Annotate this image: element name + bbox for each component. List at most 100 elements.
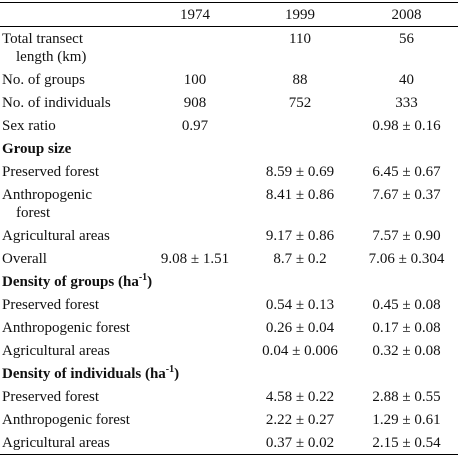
empty-cell <box>145 431 245 455</box>
cell: 88 <box>292 71 308 88</box>
cell: 0.37 ± 0.02 <box>265 434 335 451</box>
section-title-text: Density of groups (ha <box>2 273 139 290</box>
section-title-text: Density of individuals (ha <box>2 365 166 382</box>
cell: 4.58 ± 0.22 <box>265 388 335 405</box>
cell: 7.06 ± 0.304 <box>368 250 445 267</box>
table-row: No. of groups 100 88 40 <box>0 68 458 91</box>
row-label: No. of groups <box>0 68 145 91</box>
row-label-line: Agricultural areas <box>2 227 110 244</box>
cell: 8.7 ± 0.2 <box>273 250 327 267</box>
empty-cell <box>145 293 245 316</box>
row-label-line: Anthropogenic forest <box>2 411 130 428</box>
table-row: Total transect length (km) 110 56 <box>0 27 458 69</box>
row-label-line: Anthropogenic <box>2 186 92 203</box>
cell: 0.98 ± 0.16 <box>372 117 441 134</box>
row-label: Preserved forest <box>0 293 145 316</box>
cell: 8.41 ± 0.86 <box>265 186 335 203</box>
table-row: Agricultural areas 9.17 ± 0.86 7.57 ± 0.90 <box>0 224 458 247</box>
section-title-end: ) <box>174 365 180 382</box>
cell: 908 <box>183 94 207 111</box>
row-label: Agricultural areas <box>0 431 145 455</box>
row-label: Preserved forest <box>0 160 145 183</box>
cell: 333 <box>395 94 418 111</box>
cell: 2.88 ± 0.55 <box>372 388 441 405</box>
cell: 7.57 ± 0.90 <box>372 227 441 244</box>
empty-cell <box>145 339 245 362</box>
row-label-line: No. of groups <box>2 71 85 88</box>
cell: 0.04 ± 0.006 <box>262 342 338 359</box>
row-label: Agricultural areas <box>0 224 145 247</box>
cell: 0.26 ± 0.04 <box>265 319 335 336</box>
row-label: Anthropogenic forest <box>0 408 145 431</box>
cell: 8.59 ± 0.69 <box>265 163 335 180</box>
row-label: No. of individuals <box>0 91 145 114</box>
row-label-line: Preserved forest <box>2 163 100 180</box>
table-row: Agricultural areas 0.37 ± 0.02 2.15 ± 0.54 <box>0 431 458 455</box>
section-title: Density of groups (ha-1) <box>0 270 458 293</box>
cell: 7.67 ± 0.37 <box>372 186 441 203</box>
data-table: 1974 1999 2008 Total transect length (km) 11… <box>0 2 458 455</box>
section-title-sup: -1 <box>138 271 148 283</box>
row-label-line: Agricultural areas <box>2 342 110 359</box>
section-row: Density of groups (ha-1) <box>0 270 458 293</box>
cell: 2.22 ± 0.27 <box>265 411 335 428</box>
row-label-line: Total transect <box>2 30 83 47</box>
cell: 1.29 ± 0.61 <box>372 411 441 428</box>
empty-cell <box>145 385 245 408</box>
row-label-line: Overall <box>2 250 47 267</box>
table-row: Anthropogenic forest 0.26 ± 0.04 0.17 ± 0.… <box>0 316 458 339</box>
table-row: Agricultural areas 0.04 ± 0.006 0.32 ± 0.0… <box>0 339 458 362</box>
row-label: Agricultural areas <box>0 339 145 362</box>
row-label: Overall <box>0 247 145 270</box>
row-label: Total transect length (km) <box>0 27 145 69</box>
cell: 0.17 ± 0.08 <box>372 319 441 336</box>
cell: 0.45 ± 0.08 <box>372 296 441 313</box>
cell: 0.32 ± 0.08 <box>372 342 441 359</box>
column-header: 1974 <box>145 2 245 27</box>
table-row: Sex ratio 0.97 0.98 ± 0.16 <box>0 114 458 137</box>
row-label-line: Anthropogenic forest <box>2 319 130 336</box>
table-row: Preserved forest 8.59 ± 0.69 6.45 ± 0.67 <box>0 160 458 183</box>
row-label: Sex ratio <box>0 114 145 137</box>
row-label: Preserved forest <box>0 385 145 408</box>
column-header: 1999 <box>245 2 355 27</box>
row-label-line: forest <box>16 204 51 221</box>
cell: 9.08 ± 1.51 <box>160 250 230 267</box>
section-title-text: Group size <box>2 140 72 157</box>
cell: 0.97 <box>181 117 209 134</box>
cell: 6.45 ± 0.67 <box>372 163 441 180</box>
column-header: 2008 <box>355 2 458 27</box>
row-label-line: length (km) <box>16 48 87 65</box>
corner <box>0 2 145 27</box>
row-label-line: Agricultural areas <box>2 434 110 451</box>
cell: 0.54 ± 0.13 <box>265 296 335 313</box>
cell: 56 <box>399 30 414 47</box>
section-title: Density of individuals (ha-1) <box>0 362 458 385</box>
row-label-line: Preserved forest <box>2 388 100 405</box>
row-label: Anthropogenic forest <box>0 183 145 224</box>
section-title-sup: -1 <box>165 363 175 375</box>
section-title: Group size <box>0 137 458 160</box>
section-title-end: ) <box>147 273 153 290</box>
table-row: Anthropogenic forest 2.22 ± 0.27 1.29 ± 0.… <box>0 408 458 431</box>
row-label-line: Preserved forest <box>2 296 100 313</box>
empty-cell <box>245 114 355 137</box>
header-row: 1974 1999 2008 <box>0 2 458 27</box>
empty-cell <box>145 27 245 69</box>
cell: 40 <box>399 71 414 88</box>
cell: 752 <box>288 94 312 111</box>
table-row: Overall 9.08 ± 1.51 8.7 ± 0.2 7.06 ± 0.304 <box>0 247 458 270</box>
empty-cell <box>145 160 245 183</box>
table-row: Anthropogenic forest 8.41 ± 0.86 7.67 ± 0.3… <box>0 183 458 224</box>
section-row: Group size <box>0 137 458 160</box>
cell: 2.15 ± 0.54 <box>372 434 441 451</box>
row-label-line: Sex ratio <box>2 117 56 134</box>
empty-cell <box>145 224 245 247</box>
row-label: Anthropogenic forest <box>0 316 145 339</box>
cell: 100 <box>183 71 207 88</box>
section-row: Density of individuals (ha-1) <box>0 362 458 385</box>
cell: 110 <box>289 30 311 47</box>
empty-cell <box>145 316 245 339</box>
empty-cell <box>145 408 245 431</box>
